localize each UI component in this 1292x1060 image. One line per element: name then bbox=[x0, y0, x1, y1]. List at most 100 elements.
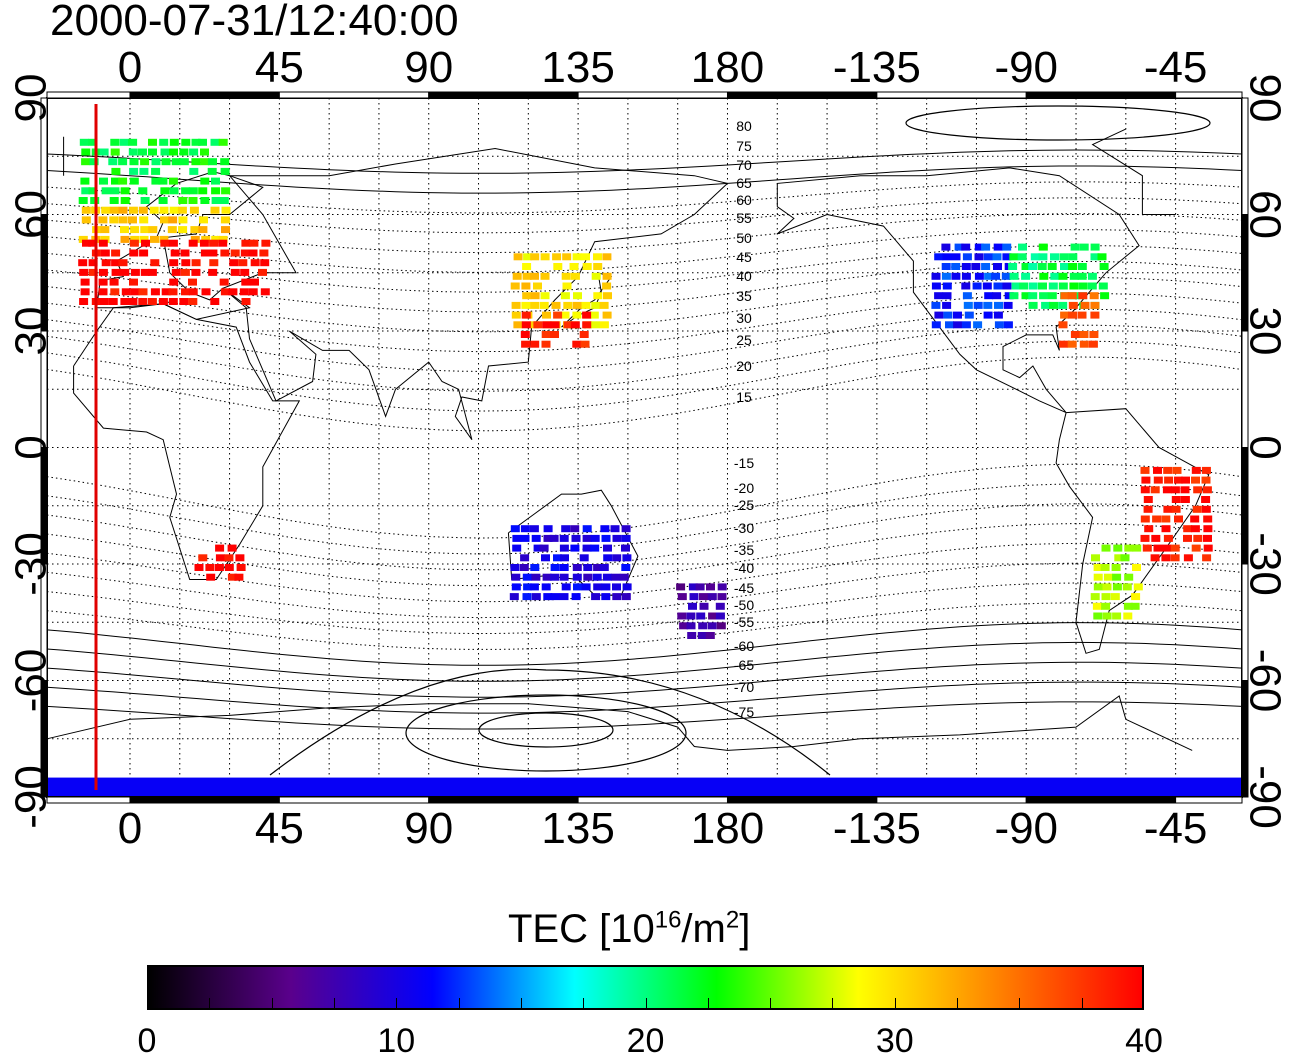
tec-patch bbox=[138, 187, 148, 195]
tec-patch bbox=[698, 622, 708, 630]
tec-patch bbox=[511, 573, 521, 581]
tec-patch bbox=[129, 177, 139, 185]
tec-patch bbox=[983, 301, 993, 309]
contour-line bbox=[46, 149, 1243, 174]
tec-patch bbox=[954, 243, 964, 251]
tec-patch bbox=[1183, 534, 1192, 542]
tec-patch bbox=[1101, 602, 1111, 610]
tec-patch bbox=[981, 243, 991, 251]
colorbar-tick-mark bbox=[396, 998, 398, 1008]
tec-patch bbox=[151, 158, 161, 166]
tec-patch bbox=[581, 301, 591, 309]
tec-patch bbox=[200, 249, 210, 257]
tec-patch bbox=[101, 187, 111, 195]
colorbar-tick-mark bbox=[957, 998, 959, 1008]
tec-patch bbox=[591, 321, 601, 329]
tec-patch bbox=[221, 206, 231, 214]
tec-patch bbox=[1060, 292, 1070, 300]
tec-patch bbox=[942, 253, 952, 261]
tec-patch bbox=[238, 259, 248, 267]
tec-patch bbox=[971, 263, 981, 270]
tec-patch bbox=[140, 226, 150, 234]
tec-patch bbox=[1009, 272, 1019, 280]
tec-patch bbox=[695, 583, 705, 591]
tec-patch bbox=[582, 544, 592, 552]
tec-patch bbox=[591, 272, 601, 280]
tec-patch bbox=[1171, 505, 1181, 513]
tec-patch bbox=[80, 278, 90, 286]
tec-patch bbox=[512, 544, 522, 552]
coastline bbox=[776, 167, 1140, 414]
tec-patch bbox=[1019, 282, 1029, 290]
tec-patch bbox=[1190, 525, 1200, 533]
tec-patch bbox=[1201, 476, 1211, 484]
tec-patch bbox=[1098, 282, 1108, 290]
tec-patch bbox=[934, 292, 944, 300]
tec-patch bbox=[522, 272, 532, 280]
tec-patch bbox=[520, 534, 530, 542]
contour-line bbox=[46, 213, 1243, 254]
frame-bar bbox=[577, 91, 728, 99]
tec-patch bbox=[520, 331, 530, 338]
tec-patch bbox=[1059, 340, 1068, 348]
tec-patch bbox=[111, 259, 121, 267]
tec-patch bbox=[591, 593, 601, 601]
contour-label: 15 bbox=[736, 389, 752, 405]
contour-label: 20 bbox=[736, 358, 752, 374]
tec-patch bbox=[209, 259, 219, 267]
tec-patch bbox=[1093, 612, 1103, 620]
tec-patch bbox=[140, 268, 150, 276]
tec-patch bbox=[1191, 476, 1200, 484]
tec-patch bbox=[169, 187, 179, 195]
tec-patch bbox=[1078, 292, 1088, 300]
tec-patch bbox=[931, 321, 941, 329]
tec-patch bbox=[215, 544, 225, 552]
frame-bar bbox=[1175, 91, 1243, 99]
tec-patch bbox=[1097, 253, 1107, 261]
tec-patch bbox=[717, 583, 727, 591]
tec-patch bbox=[1114, 554, 1124, 562]
tec-patch bbox=[99, 148, 109, 156]
tec-patch bbox=[962, 292, 972, 300]
frame-bar bbox=[40, 680, 48, 798]
contour-label: -15 bbox=[734, 455, 754, 471]
tec-patch bbox=[1191, 466, 1201, 474]
tec-patch bbox=[1068, 253, 1078, 261]
tec-patch bbox=[1002, 253, 1012, 261]
tec-patch bbox=[1079, 331, 1089, 338]
tec-patch bbox=[521, 311, 531, 319]
tec-patch bbox=[209, 239, 219, 247]
tec-patch bbox=[981, 263, 991, 270]
tec-patch bbox=[601, 583, 611, 591]
colorbar-tick-mark bbox=[271, 998, 273, 1008]
tec-patch bbox=[1150, 554, 1160, 562]
tec-patch bbox=[108, 158, 118, 166]
tec-patch bbox=[619, 573, 629, 581]
tec-patch bbox=[88, 138, 98, 146]
tec-patch bbox=[1068, 311, 1077, 319]
colorbar-tick-mark bbox=[707, 998, 709, 1008]
contour-line bbox=[46, 463, 1243, 539]
tec-patch bbox=[589, 311, 599, 319]
contour-label: 45 bbox=[736, 249, 752, 265]
frame-bar bbox=[428, 91, 579, 99]
tec-region bbox=[78, 239, 271, 305]
tec-patch bbox=[118, 216, 128, 224]
tec-patch bbox=[110, 288, 120, 296]
tec-patch bbox=[510, 564, 520, 571]
tec-patch bbox=[550, 593, 560, 601]
tec-patch bbox=[129, 239, 139, 247]
tec-patch bbox=[941, 243, 951, 251]
contour-label: 35 bbox=[736, 288, 752, 304]
tec-patch bbox=[148, 226, 158, 234]
lat-tick-label-left: 60 bbox=[7, 190, 56, 239]
tec-patch bbox=[80, 288, 90, 296]
tec-patch bbox=[583, 564, 593, 571]
tec-patch bbox=[717, 593, 727, 601]
tec-patch bbox=[603, 554, 613, 562]
contour-label: -55 bbox=[734, 614, 754, 630]
contour-label: -75 bbox=[734, 704, 754, 720]
tec-patch bbox=[140, 158, 150, 166]
contour-label: 60 bbox=[736, 192, 752, 208]
tec-patch bbox=[1112, 612, 1122, 620]
